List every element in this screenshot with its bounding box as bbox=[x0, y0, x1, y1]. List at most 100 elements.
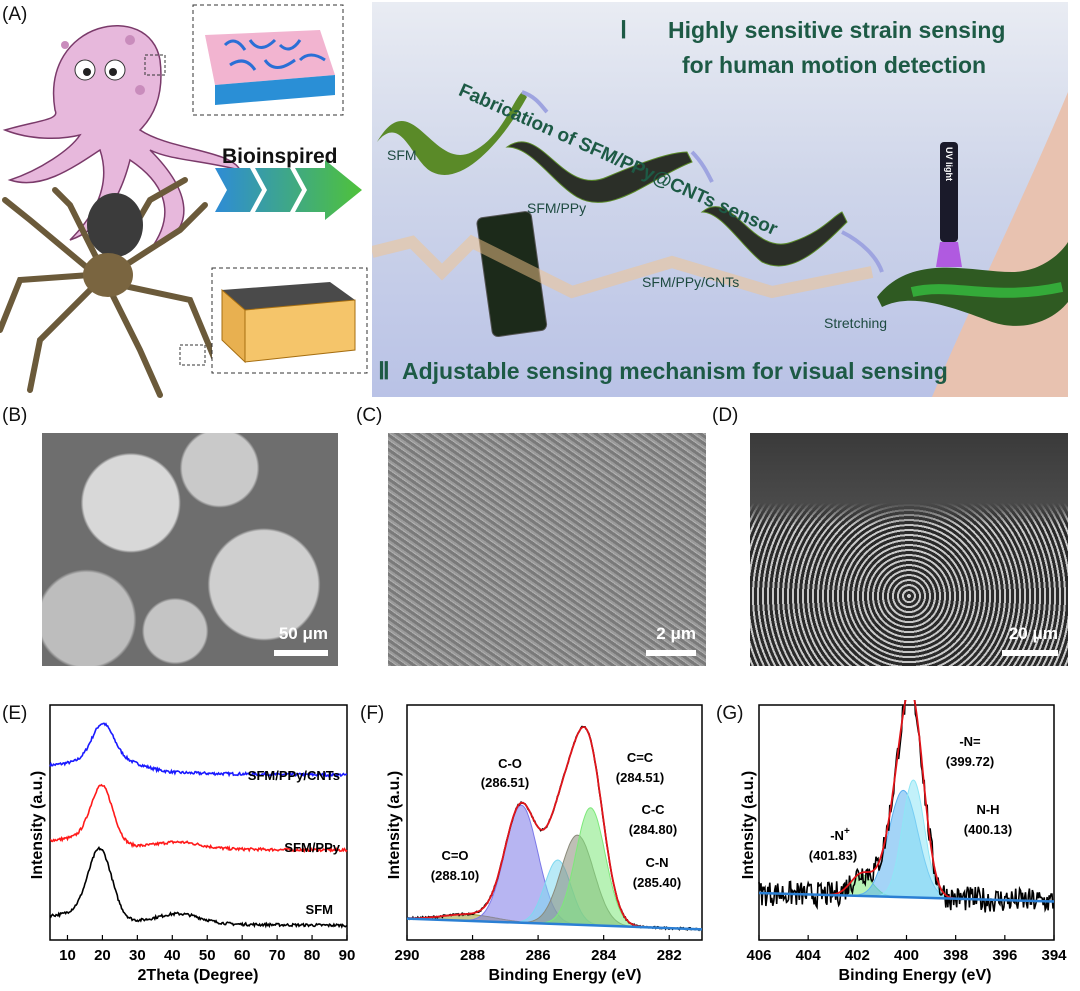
plot-frame bbox=[406, 704, 703, 941]
uv-light-illustration bbox=[940, 142, 958, 242]
peak-label-n-plus-base: -N bbox=[830, 828, 844, 843]
octopus-illustration bbox=[2, 25, 242, 252]
scale-bar-label: 50 μm bbox=[278, 624, 328, 643]
signal-wave bbox=[372, 234, 874, 299]
step-sfm-ppy-label: SFM/PPy bbox=[527, 200, 587, 216]
peak-position-n-plus: (401.83) bbox=[809, 848, 857, 863]
xrd-series-line bbox=[49, 846, 348, 929]
peak-position-c-eq-o: (288.10) bbox=[431, 868, 479, 883]
x-tick-label: 394 bbox=[1041, 947, 1067, 964]
peak-label-c-n: C-N bbox=[645, 855, 668, 870]
x-tick-label: 20 bbox=[94, 947, 111, 964]
step-sfm-ppy-cnts-label: SFM/PPy/CNTs bbox=[642, 274, 740, 290]
x-tick-label: 402 bbox=[845, 947, 870, 964]
xrd-series-line bbox=[49, 783, 348, 854]
title-1-numeral: Ⅰ bbox=[620, 18, 628, 44]
stretching-label: Stretching bbox=[824, 315, 888, 331]
sfm-ppy-cnts-film bbox=[700, 206, 848, 267]
xps-n1s-chart: 406 404 402 400 398 396 394 -N= (399.72) N-H (… bbox=[740, 700, 1067, 984]
peak-label-c-eq-o: C=O bbox=[441, 848, 468, 863]
x-axis-label: 2Theta (Degree) bbox=[138, 967, 259, 984]
bioinspired-illustration bbox=[0, 4, 368, 398]
y-axis-label: Intensity (a.u.) bbox=[29, 771, 46, 879]
x-tick-label: 406 bbox=[746, 947, 771, 964]
xrd-series-line bbox=[49, 722, 348, 779]
y-axis-label: Intensity (a.u.) bbox=[740, 771, 757, 879]
legend-label-sfm-ppy: SFM/PPy bbox=[284, 840, 340, 855]
scale-bar bbox=[274, 650, 328, 656]
baseline-line bbox=[758, 891, 1055, 903]
peak-label-c-c: C-C bbox=[641, 802, 665, 817]
x-tick-label: 50 bbox=[199, 947, 216, 964]
x-tick-label: 90 bbox=[339, 947, 356, 964]
x-tick-label: 70 bbox=[269, 947, 286, 964]
x-axis-label: Binding Energy (eV) bbox=[839, 967, 992, 984]
sfm-film bbox=[377, 92, 527, 175]
legend-label-sfm: SFM bbox=[306, 902, 333, 917]
title-2: Adjustable sensing mechanism for visual … bbox=[402, 358, 948, 384]
peak-label-c-o: C-O bbox=[498, 756, 522, 771]
spider-skin-inset bbox=[211, 267, 368, 374]
peak-position-c-c: (284.80) bbox=[629, 822, 677, 837]
schematic-graphics bbox=[372, 90, 1068, 397]
octopus-skin-inset bbox=[192, 4, 344, 116]
spider-illustration bbox=[0, 177, 218, 398]
peak-position-c-n: (285.40) bbox=[633, 875, 681, 890]
x-tick-label: 290 bbox=[394, 947, 419, 964]
x-tick-label: 286 bbox=[526, 947, 551, 964]
peak-label-n-plus: -N+ bbox=[830, 826, 850, 843]
peak-position-c-eq-c: (284.51) bbox=[616, 770, 664, 785]
x-tick-label: 396 bbox=[992, 947, 1017, 964]
peak-label-n-double: -N= bbox=[959, 734, 981, 749]
peak-position-c-o: (286.51) bbox=[481, 775, 529, 790]
peak-label-n-plus-sup: + bbox=[844, 826, 850, 837]
sensor-on-arm bbox=[877, 242, 1068, 326]
x-tick-label: 284 bbox=[591, 947, 617, 964]
scale-bar-label: 2 μm bbox=[656, 624, 696, 643]
raw-spectrum-line bbox=[758, 700, 1054, 913]
uv-light-label: UV light bbox=[944, 147, 954, 181]
plot-frame bbox=[49, 704, 348, 941]
x-tick-label: 10 bbox=[59, 947, 76, 964]
x-axis-label: Binding Energy (eV) bbox=[489, 967, 642, 984]
title-1-line1: Highly sensitive strain sensing bbox=[668, 17, 1006, 43]
sem-image-sfm: 50 μm bbox=[42, 433, 338, 666]
x-tick-label: 80 bbox=[304, 947, 321, 964]
x-tick-label: 40 bbox=[164, 947, 181, 964]
panel-label-c: (C) bbox=[356, 405, 383, 426]
x-tick-label: 404 bbox=[796, 947, 822, 964]
scale-bar bbox=[1002, 650, 1058, 656]
peak-position-n-double: (399.72) bbox=[946, 754, 994, 769]
panel-label-f: (F) bbox=[360, 703, 385, 724]
x-tick-label: 288 bbox=[460, 947, 485, 964]
peak-position-n-h: (400.13) bbox=[964, 822, 1012, 837]
peak-label-n-h: N-H bbox=[976, 802, 999, 817]
sem-image-sfm-ppy: 2 μm bbox=[388, 433, 706, 666]
y-axis-label: Intensity (a.u.) bbox=[386, 771, 403, 879]
panel-label-d: (D) bbox=[712, 405, 739, 426]
process-arrows bbox=[521, 90, 884, 273]
panel-label-g: (G) bbox=[716, 703, 744, 724]
xps-c1s-chart: 290 288 286 284 282 C-O (286.51) C=O (288.10… bbox=[386, 704, 703, 984]
sensor-schematic: Ⅰ Highly sensitive strain sensing for hu… bbox=[372, 2, 1068, 397]
scale-bar-label: 20 μm bbox=[1008, 624, 1058, 643]
peak-label-c-eq-c: C=C bbox=[627, 750, 654, 765]
panel-label-e: (E) bbox=[2, 703, 28, 724]
title-2-numeral: Ⅱ bbox=[378, 359, 390, 385]
panel-label-b: (B) bbox=[2, 405, 28, 426]
x-tick-label: 282 bbox=[657, 947, 682, 964]
sfm-ppy-film bbox=[505, 141, 693, 203]
bioinspired-arrow bbox=[215, 160, 362, 220]
bioinspired-label: Bioinspired bbox=[222, 145, 338, 168]
x-tick-label: 400 bbox=[894, 947, 919, 964]
legend-label-sfm-ppy-cnts: SFM/PPy/CNTs bbox=[248, 768, 340, 783]
x-tick-label: 60 bbox=[234, 947, 251, 964]
baseline-line bbox=[406, 917, 703, 931]
panel-label-a: (A) bbox=[2, 4, 28, 25]
xrd-chart: 10 20 30 40 50 60 70 80 90 SFM/PPy/CNTs SFM/PPy … bbox=[29, 704, 356, 984]
scale-bar bbox=[646, 650, 696, 656]
sem-image-sfm-ppy-cnts: 20 μm bbox=[750, 433, 1068, 666]
x-tick-label: 398 bbox=[943, 947, 968, 964]
step-sfm-label: SFM bbox=[387, 147, 417, 163]
